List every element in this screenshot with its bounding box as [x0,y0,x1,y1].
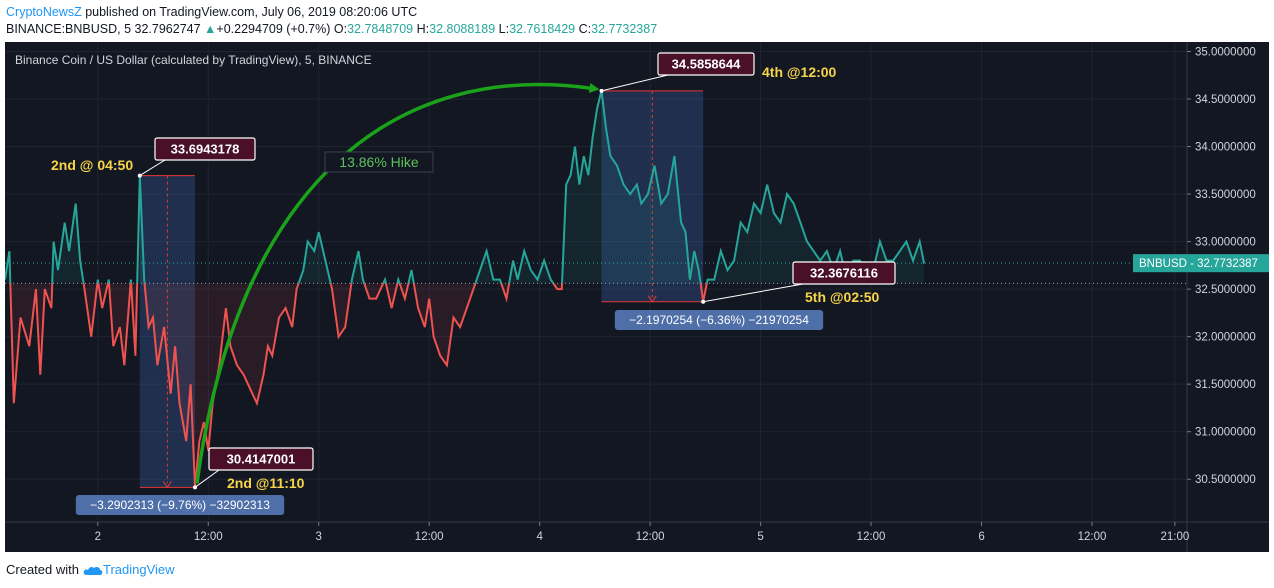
price-tick-label: 33.5000000 [1195,189,1256,201]
series-line-up [5,90,926,284]
range-label-text: −2.1970254 (−6.36%) −21970254 [629,313,809,327]
low-value: 32.7618429 [509,22,576,36]
current-price-text: BNBUSD - 32.7732387 [1139,258,1258,270]
callout-dot [701,299,706,304]
chart-area[interactable]: 35.0000000 34.5000000 34.0000000 33.5000000… [5,42,1269,552]
time-tick-label: 21:00 [1160,531,1189,543]
price-tick-label: 34.5000000 [1195,94,1256,106]
time-tick-label: 12:00 [1078,531,1107,543]
hike-label-text: 13.86% Hike [339,154,419,170]
price-tick-label: 32.5000000 [1195,284,1256,296]
callout-dot [137,173,142,178]
tradingview-name[interactable]: TradingView [102,562,175,577]
time-tick-label: 5 [757,531,763,543]
callout-pointer [139,159,166,177]
price-callout-text: 30.4147001 [227,452,296,467]
price-chart[interactable]: 35.0000000 34.5000000 34.0000000 33.5000000… [5,42,1269,552]
publish-line: CryptoNewsZ published on TradingView.com… [6,5,417,19]
time-tick-label: 6 [978,531,984,543]
price-tick-label: 30.5000000 [1195,474,1256,486]
up-arrow-icon: ▲ [204,22,217,36]
time-tick-label: 4 [536,531,543,543]
price-axis[interactable]: 35.0000000 34.5000000 34.0000000 33.5000000… [1133,47,1269,487]
close-value: 32.7732387 [591,22,658,36]
range-label-box [75,495,285,515]
price-callout-box [208,447,314,471]
price-change: +0.2294709 (+0.7%) [216,22,331,36]
high-label: H: [416,22,430,36]
annotations: 13.86% Hike 33.6943178 30.4147001 34.585864… [51,52,896,515]
price-tick-label: 31.0000000 [1195,427,1256,439]
range-arrow-icon [162,481,172,489]
open-value: 32.7848709 [347,22,414,36]
last-price: 32.7962747 [134,22,201,36]
ohlc-line: BINANCE:BNBUSD, 5 32.7962747 ▲+0.2294709… [6,22,657,36]
range-boxes [139,90,704,489]
time-axis[interactable]: 2 12:00 3 12:00 4 12:00 5 12:00 6 12:00 21:00 [95,522,1190,543]
tradingview-cloud-icon [83,566,103,575]
chart-title: Binance Coin / US Dollar (calculated by … [15,53,372,67]
time-note: 2nd @11:10 [227,475,305,491]
callout-dot [599,88,604,93]
callout-pointer [703,283,804,303]
time-axis-background [5,522,1187,552]
price-callout-box [657,52,755,76]
symbol-label: BINANCE:BNBUSD, 5 [6,22,132,36]
created-with-label: Created with [6,562,79,577]
time-note: 2nd @ 04:50 [51,157,133,173]
chart-header: CryptoNewsZ published on TradingView.com… [0,0,1274,42]
price-tick-label: 35.0000000 [1195,47,1256,59]
time-tick-label: 12:00 [194,531,223,543]
time-note: 5th @02:50 [805,289,880,305]
current-price-label: BNBUSD - 32.7732387 [1133,254,1269,273]
time-tick-label: 3 [316,531,322,543]
time-tick-label: 12:00 [636,531,665,543]
time-tick-label: 12:00 [415,531,444,543]
time-note: 4th @12:00 [762,64,837,80]
callout-pointer [601,74,669,92]
hike-label-box [324,151,434,173]
price-callout-text: 34.5858644 [672,57,741,72]
publish-info: published on TradingView.com, July 06, 2… [85,5,418,19]
time-tick-label: 12:00 [857,531,886,543]
low-label: L: [498,22,510,36]
high-value: 32.8088189 [429,22,496,36]
price-tick-label: 34.0000000 [1195,142,1256,154]
series-fill-down [5,283,925,488]
price-callout-box [792,261,896,285]
open-label: O: [333,22,348,36]
range-arrow-icon [647,295,657,303]
callout-dot [193,485,198,490]
range-label-text: −3.2902313 (−9.76%) −32902313 [90,498,270,512]
callout-pointer [194,469,220,488]
series-layer [5,90,1187,488]
price-callout-text: 32.3676116 [810,266,878,281]
price-callout-text: 33.6943178 [171,142,240,157]
price-tick-label: 33.0000000 [1195,237,1256,249]
author-link[interactable]: CryptoNewsZ [6,5,82,19]
price-tick-label: 31.5000000 [1195,379,1256,391]
close-label: C: [578,22,592,36]
price-callout-box [154,137,256,161]
price-tick-label: 32.0000000 [1195,332,1256,344]
series-line-down [9,283,708,488]
footer: Created with TradingView [6,562,175,577]
range-label-box [614,310,824,330]
price-axis-background [1187,42,1269,552]
tradingview-logo[interactable]: TradingView [83,562,175,577]
time-tick-label: 2 [95,531,101,543]
